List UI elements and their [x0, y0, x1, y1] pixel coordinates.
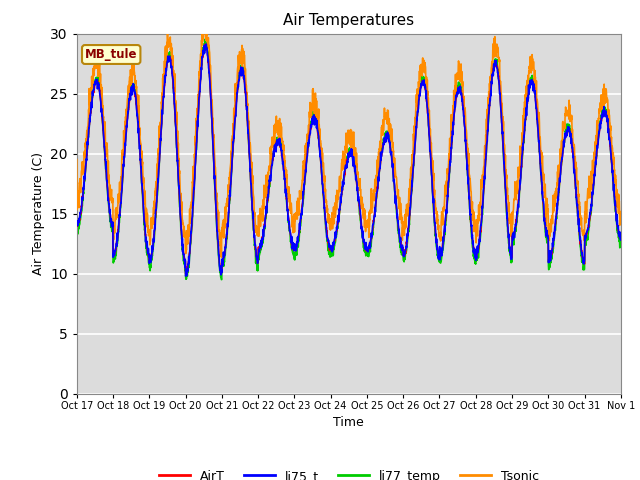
li77_temp [365, 251, 372, 256]
AirT [225, 205, 233, 211]
AirT [584, 225, 592, 231]
X-axis label: Time: Time [333, 416, 364, 429]
AirT [202, 41, 210, 47]
Tsonic [225, 180, 233, 186]
Tsonic [508, 223, 515, 228]
Tsonic [73, 156, 81, 162]
li75_t [365, 243, 372, 249]
li75_t [617, 233, 625, 239]
li77_temp [617, 237, 625, 242]
li75_t [570, 155, 577, 160]
li75_t [225, 206, 233, 212]
AirT [365, 243, 372, 249]
Tsonic [617, 218, 625, 224]
AirT [182, 273, 190, 278]
Tsonic [570, 141, 577, 146]
li77_temp [570, 153, 577, 159]
Line: Tsonic: Tsonic [77, 34, 621, 257]
Tsonic [218, 254, 225, 260]
Tsonic [164, 31, 172, 36]
li77_temp [377, 156, 385, 161]
li75_t [377, 149, 385, 155]
Tsonic [584, 195, 592, 201]
Tsonic [365, 235, 372, 240]
li75_t [182, 273, 189, 279]
li75_t [508, 250, 515, 255]
Line: AirT: AirT [77, 44, 621, 276]
li77_temp [218, 276, 225, 282]
Legend: AirT, li75_t, li77_temp, Tsonic: AirT, li75_t, li77_temp, Tsonic [154, 465, 544, 480]
Tsonic [377, 144, 385, 150]
AirT [73, 223, 81, 228]
li75_t [73, 223, 81, 228]
Title: Air Temperatures: Air Temperatures [284, 13, 414, 28]
Line: li77_temp: li77_temp [77, 39, 621, 279]
li77_temp [508, 260, 515, 265]
AirT [377, 158, 385, 164]
AirT [508, 252, 515, 258]
li77_temp [201, 36, 209, 42]
li77_temp [225, 204, 233, 210]
li75_t [202, 41, 210, 47]
AirT [617, 235, 625, 241]
Text: MB_tule: MB_tule [85, 48, 138, 61]
AirT [570, 153, 577, 158]
Y-axis label: Air Temperature (C): Air Temperature (C) [31, 152, 45, 275]
Line: li75_t: li75_t [77, 44, 621, 276]
li75_t [584, 226, 592, 231]
li77_temp [73, 259, 81, 264]
li77_temp [584, 230, 592, 236]
